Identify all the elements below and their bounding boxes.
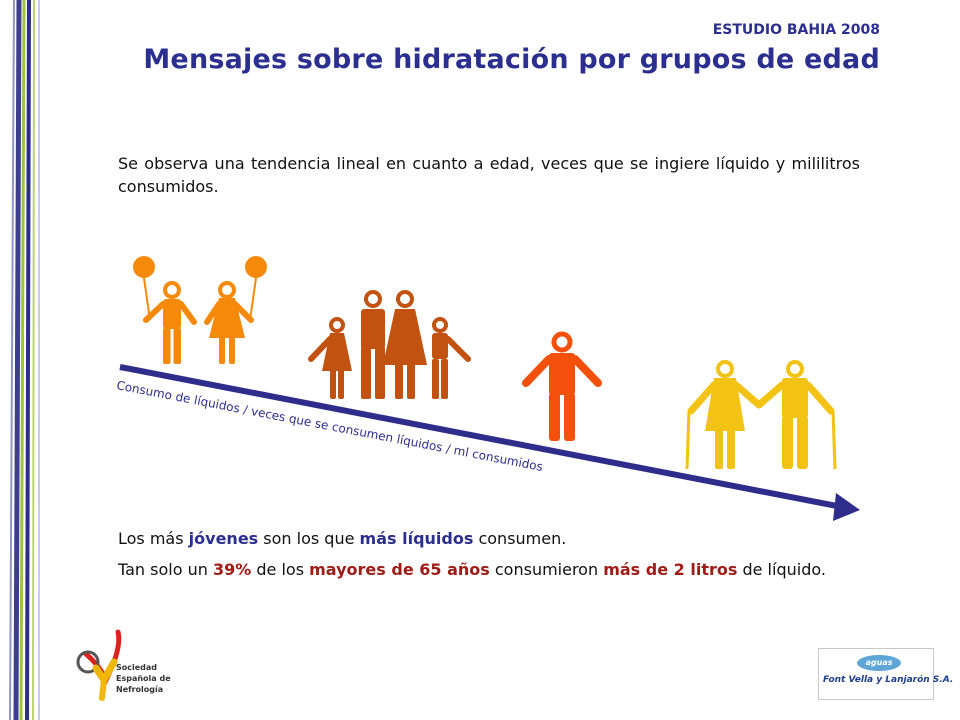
company-name: Font Vella y Lanjarón S.A. <box>823 675 954 685</box>
balloon-icon <box>245 256 267 278</box>
arrow-label: Consumo de líquidos / veces que se consu… <box>115 378 544 474</box>
family-figures <box>308 290 471 399</box>
children-figures <box>133 256 267 366</box>
conclusion-elderly: Tan solo un 39% de los mayores de 65 año… <box>118 560 826 579</box>
slide-title: Mensajes sobre hidratación por grupos de… <box>143 44 880 75</box>
decorative-side-stripes <box>9 0 40 720</box>
conclusion-young: Los más jóvenes son los que más líquidos… <box>118 529 567 548</box>
font-vella-lanjaron-logo: aguas Font Vella y Lanjarón S.A. <box>818 648 954 700</box>
boy-figure <box>143 281 197 366</box>
sen-logo-text: Sociedad Española de Nefrología <box>116 663 171 694</box>
conclusions: Los más jóvenes son los que más líquidos… <box>118 528 868 580</box>
intro-text: Se observa una tendencia lineal en cuant… <box>118 154 860 196</box>
girl-figure <box>204 281 254 364</box>
age-groups-illustration: Consumo de líquidos / veces que se consu… <box>115 256 860 521</box>
sen-logo <box>76 629 122 701</box>
balloon-icon <box>133 256 155 278</box>
study-label: ESTUDIO BAHIA 2008 <box>712 22 880 38</box>
adult-figure <box>522 331 602 441</box>
aguas-badge: aguas <box>857 655 901 671</box>
consumption-arrow <box>119 364 860 521</box>
elderly-figures <box>685 360 837 470</box>
